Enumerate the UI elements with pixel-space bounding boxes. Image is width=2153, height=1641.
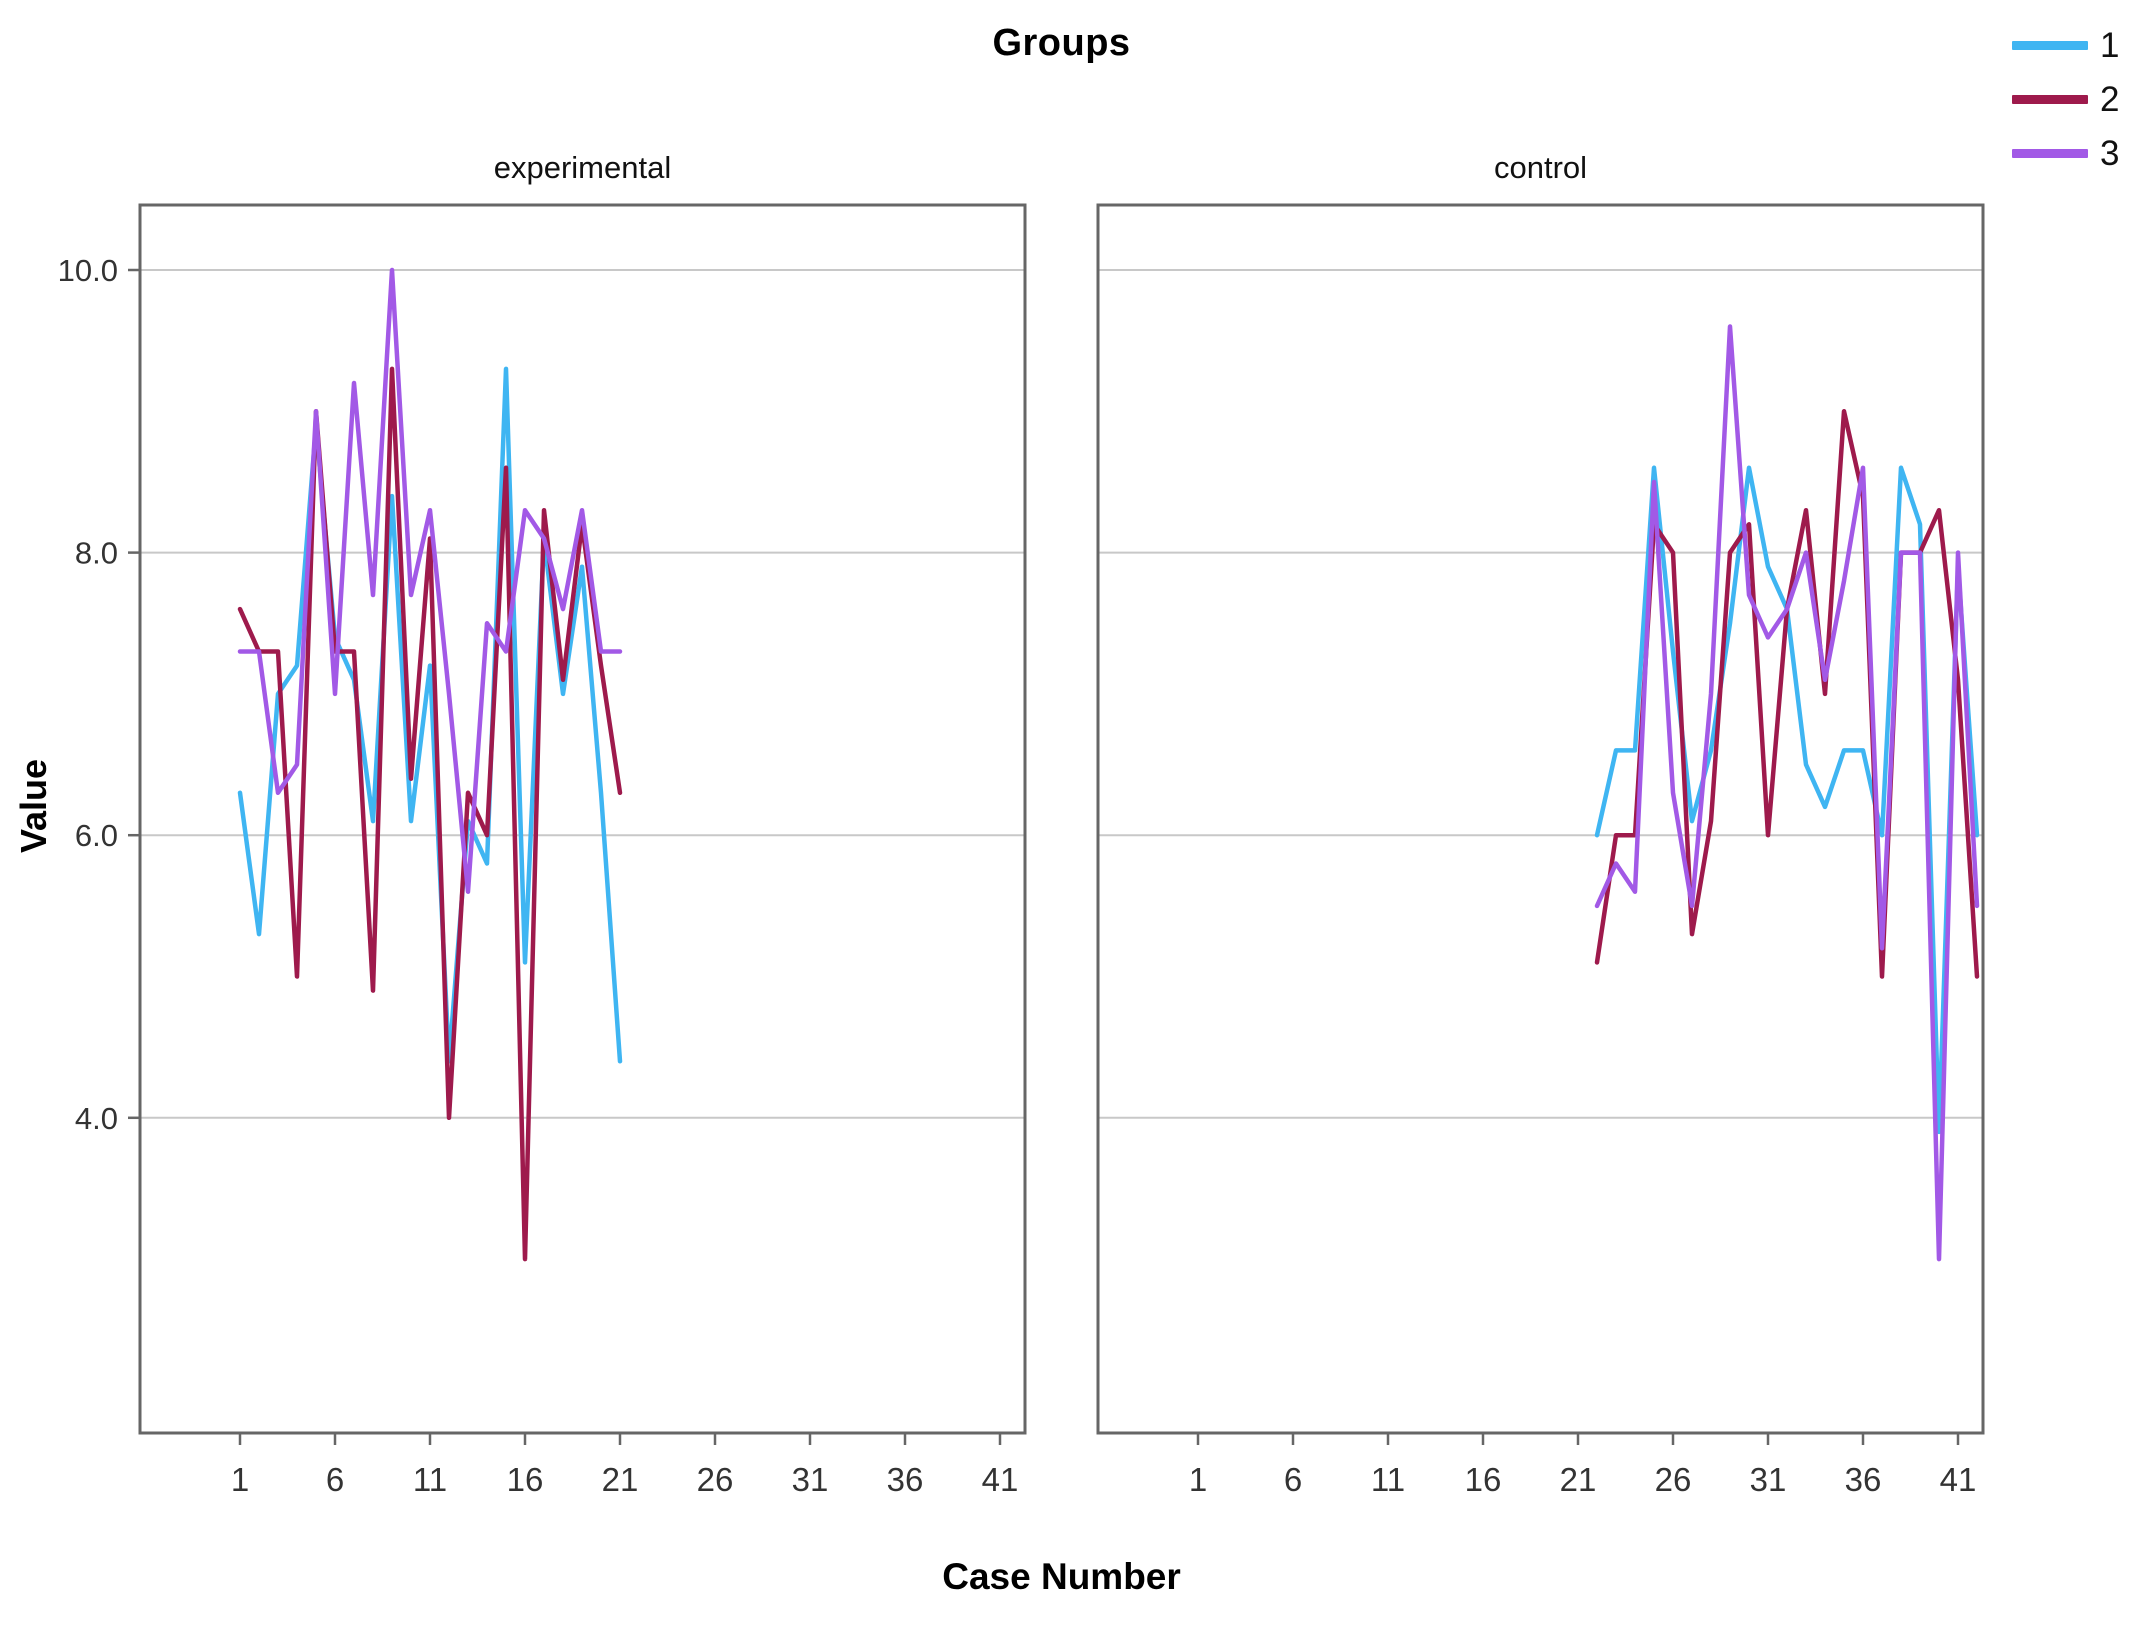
panel-frame [138,203,1027,1435]
x-tick-label: 16 [507,1461,544,1498]
y-tick-label: 10.0 [58,253,118,288]
x-tick-label: 21 [1560,1461,1597,1498]
panel-frame [1096,203,1985,1435]
panel-control: 1 6 11 16 21 26 31 36 41 [1096,203,1985,1498]
legend-item-label: 3 [2100,133,2120,173]
series-line-3 [1594,324,1980,1262]
x-tick-label: 26 [1655,1461,1692,1498]
x-tick-label: 36 [887,1461,924,1498]
x-axis-title: Case Number [942,1556,1181,1597]
series-line-2 [237,366,623,1262]
y-tick-label: 8.0 [75,536,118,571]
panel-label-control: control [1493,150,1588,185]
x-tick-label: 6 [326,1461,344,1498]
x-tick-label: 1 [231,1461,249,1498]
legend-item: 1 [2012,18,2152,72]
chart-title: Groups [992,22,1131,64]
x-tick-label: 11 [1371,1461,1405,1498]
panel-experimental: 1 6 11 16 21 26 31 36 41 [138,203,1027,1498]
y-tick-label: 6.0 [75,818,118,853]
legend-swatch-line [2012,40,2088,50]
x-tick-label: 21 [602,1461,639,1498]
legend-item: 3 [2012,126,2152,180]
y-tick-label: 4.0 [75,1101,118,1136]
series-line-3 [237,267,623,894]
legend-item-label: 1 [2100,25,2120,65]
x-tick-label: 31 [1750,1461,1787,1498]
x-tick-label: 11 [413,1461,447,1498]
x-tick-label: 41 [1940,1461,1977,1498]
x-tick-label: 41 [982,1461,1019,1498]
legend-item-label: 2 [2100,79,2120,119]
x-tick-label: 16 [1465,1461,1502,1498]
x-tick-label: 1 [1189,1461,1207,1498]
legend: 1 2 3 [2012,18,2152,180]
x-tick-label: 36 [1845,1461,1882,1498]
panel-label-experimental: experimental [493,150,672,185]
x-tick-label: 26 [697,1461,734,1498]
legend-swatch-line [2012,148,2088,158]
x-tick-label: 31 [792,1461,829,1498]
x-tick-label: 6 [1284,1461,1302,1498]
legend-item: 2 [2012,72,2152,126]
legend-swatch-line [2012,94,2088,104]
y-axis-title: Value [13,758,54,854]
